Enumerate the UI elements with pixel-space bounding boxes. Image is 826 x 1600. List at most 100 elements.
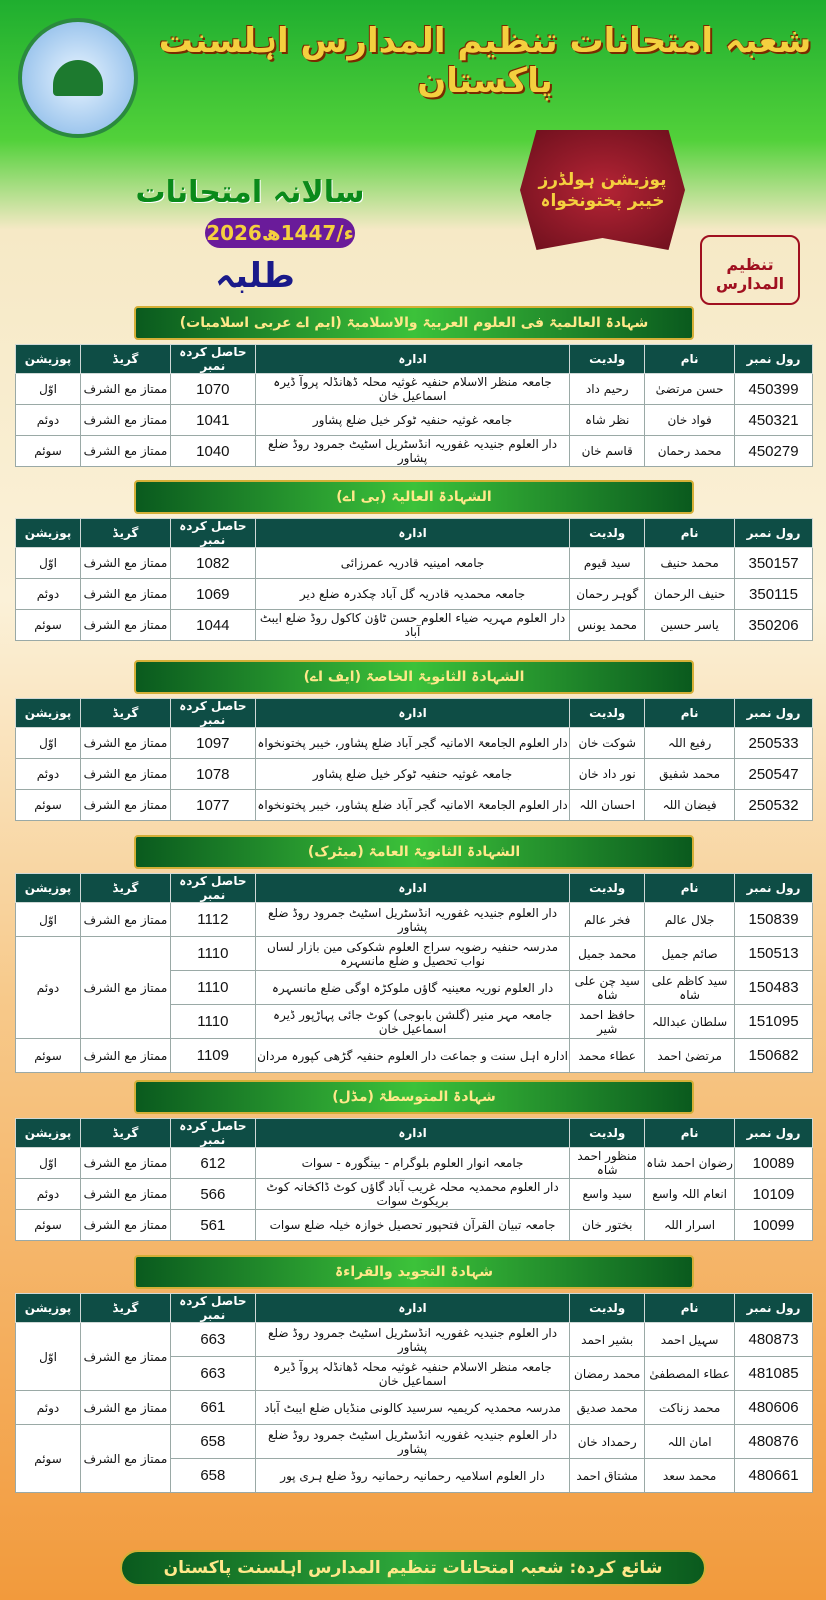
position: سوئم xyxy=(14,1424,82,1493)
father-name: گوہر رحمان xyxy=(569,578,646,610)
marks: 1110 xyxy=(169,936,256,971)
marks: 1109 xyxy=(169,1038,256,1073)
table-row: 450321 فواد خان نظر شاہ جامعہ غوثیہ حنفیہ ٹ… xyxy=(14,404,813,436)
seal-logo: تنظیم المدارس xyxy=(700,235,800,305)
roll-number: 10109 xyxy=(734,1178,813,1210)
grade: ممتاز مع الشرف xyxy=(80,435,171,467)
column-header: نام xyxy=(644,1293,736,1323)
results-section: شہادۃ التجوید والقراءۃ رول نمبر نام ولدیت اد… xyxy=(14,1255,813,1493)
marks: 1097 xyxy=(169,727,256,759)
roll-number: 151095 xyxy=(734,1004,813,1039)
grade: ممتاز مع الشرف xyxy=(80,758,171,790)
column-header: ادارہ xyxy=(254,344,571,374)
column-header: ولدیت xyxy=(569,1118,646,1148)
student-name: امان اللہ xyxy=(644,1424,736,1459)
student-name: حنیف الرحمان xyxy=(644,578,736,610)
column-header: حاصل کردہ نمبر xyxy=(169,1118,256,1148)
student-name: رضوان احمد شاہ xyxy=(644,1147,736,1179)
table-row: 480876 امان اللہ رحمداد خان دار العلوم جنید… xyxy=(14,1424,813,1493)
father-name: حافظ احمد شیر xyxy=(569,1004,646,1039)
column-header: حاصل کردہ نمبر xyxy=(169,873,256,903)
results-table: رول نمبر نام ولدیت ادارہ حاصل کردہ نمبر گریڈ پ… xyxy=(14,344,813,467)
position: اوّل xyxy=(14,373,82,405)
father-name: محمد رمضان xyxy=(569,1356,646,1391)
position: اوّل xyxy=(14,1322,82,1391)
institution: جامعہ منظر الاسلام حنفیہ غوثیہ محلہ ڈھان… xyxy=(254,373,571,405)
institution: جامعہ منظر الاسلام حنفیہ غوثیہ محلہ ڈھان… xyxy=(254,1356,571,1391)
column-header: نام xyxy=(644,698,736,728)
roll-number: 150513 xyxy=(734,936,813,971)
category-label: طلبہ xyxy=(215,256,295,296)
column-header: نام xyxy=(644,518,736,548)
results-section: شہادۃ العالمیۃ فی العلوم العربیۃ والاسلا… xyxy=(14,306,813,467)
results-section: شہادۃ المتوسطۃ (مڈل) رول نمبر نام ولدیت ادار… xyxy=(15,1080,813,1241)
column-header: نام xyxy=(644,1118,736,1148)
results-section: الشہادۃ العالیۃ (بی اے) رول نمبر نام ولدیت ا… xyxy=(14,480,813,641)
results-table: رول نمبر نام ولدیت ادارہ حاصل کردہ نمبر گریڈ پ… xyxy=(14,518,813,641)
grade: ممتاز مع الشرف xyxy=(80,1390,171,1425)
student-name: محمد رحمان xyxy=(644,435,736,467)
student-name: اسرار اللہ xyxy=(644,1209,736,1241)
section-banner: الشہادۃ الثانویۃ الخاصۃ (ایف اے) xyxy=(134,660,694,694)
roll-number: 250533 xyxy=(734,727,813,759)
father-name: منظور احمد شاہ xyxy=(569,1147,646,1179)
table-row: 481085 عطاء المصطفیٰ محمد رمضان جامعہ منظر … xyxy=(16,1356,813,1391)
grade: ممتاز مع الشرف xyxy=(80,789,171,821)
position: دوئم xyxy=(14,578,82,610)
marks: 1078 xyxy=(169,758,256,790)
institution: دار العلوم محمدیہ محلہ غریب آباد گاؤں کو… xyxy=(254,1178,571,1210)
badge-line1: پوزیشن ہولڈرز xyxy=(538,170,667,190)
position: سوئم xyxy=(15,1209,81,1241)
column-header: رول نمبر xyxy=(734,698,813,728)
student-name: محمد زناکت xyxy=(644,1390,736,1425)
table-row: 250547 محمد شفیق نور داد خان جامعہ غوثیہ حن… xyxy=(14,758,813,790)
father-name: عطاء محمد xyxy=(569,1038,646,1073)
results-section: الشہادۃ الثانویۃ العامۃ (میٹرک) رول نمبر ن… xyxy=(14,835,813,1073)
table-row: 450399 حسن مرتضیٰ رحیم داد جامعہ منظر الاسل… xyxy=(14,373,813,405)
footer-banner: شائع کردہ: شعبہ امتحانات تنظیم المدارس ا… xyxy=(120,1550,706,1586)
student-name: عطاء المصطفیٰ xyxy=(644,1356,736,1391)
column-header: حاصل کردہ نمبر xyxy=(169,518,256,548)
table-row: 10109 انعام اللہ واسع سید واسع دار العلوم م… xyxy=(15,1178,813,1210)
marks: 1044 xyxy=(169,609,256,641)
grade: ممتاز مع الشرف xyxy=(80,1038,171,1073)
grade: ممتاز مع الشرف xyxy=(80,547,171,579)
roll-number: 250547 xyxy=(734,758,813,790)
roll-number: 480606 xyxy=(734,1390,813,1425)
roll-number: 10089 xyxy=(734,1147,813,1179)
exam-title: سالانہ امتحانات xyxy=(135,175,365,210)
institution: دار العلوم الجامعۃ الامانیہ گجر آباد ضلع… xyxy=(254,789,571,821)
institution: دار العلوم مہریہ ضیاء العلوم حسن ٹاؤن کا… xyxy=(254,609,571,641)
column-header: ولدیت xyxy=(569,698,646,728)
table-header: رول نمبر نام ولدیت ادارہ حاصل کردہ نمبر گریڈ پ… xyxy=(14,344,813,374)
position: سوئم xyxy=(14,1038,82,1073)
table-row: 150682 مرتضیٰ احمد عطاء محمد ادارہ اہل سنت … xyxy=(14,1038,813,1073)
position: اوّل xyxy=(15,1147,81,1179)
table-header: رول نمبر نام ولدیت ادارہ حاصل کردہ نمبر گریڈ پ… xyxy=(14,873,813,903)
grade: ممتاز مع الشرف xyxy=(80,902,171,937)
roll-number: 480661 xyxy=(734,1458,813,1493)
institution: مدرسہ حنفیہ رضویہ سراج العلوم شکوکی مین … xyxy=(254,936,571,971)
student-name: انعام اللہ واسع xyxy=(644,1178,736,1210)
column-header: گریڈ xyxy=(80,344,171,374)
father-name: سید واسع xyxy=(569,1178,646,1210)
column-header: حاصل کردہ نمبر xyxy=(169,698,256,728)
column-header: ولدیت xyxy=(569,1293,646,1323)
column-header: نام xyxy=(644,873,736,903)
father-name: سید قیوم xyxy=(569,547,646,579)
section-banner: شہادۃ العالمیۃ فی العلوم العربیۃ والاسلا… xyxy=(134,306,694,340)
institution: جامعہ محمدیہ قادریہ گل آباد چکدرہ ضلع دی… xyxy=(254,578,571,610)
roll-number: 450279 xyxy=(734,435,813,467)
institution: دار العلوم جنیدیہ غفوریہ انڈسٹریل اسٹیٹ … xyxy=(254,902,571,937)
position: دوئم xyxy=(14,1390,82,1425)
student-name: صائم جمیل xyxy=(644,936,736,971)
exam-year: 2026ء/1447ھ xyxy=(205,218,355,248)
student-name: جلال عالم xyxy=(644,902,736,937)
marks: 1069 xyxy=(169,578,256,610)
position: دوئم xyxy=(14,758,82,790)
column-header: پوزیشن xyxy=(15,1118,81,1148)
results-table: رول نمبر نام ولدیت ادارہ حاصل کردہ نمبر گریڈ پ… xyxy=(14,873,813,1073)
student-name: رفیع اللہ xyxy=(644,727,736,759)
institution: دار العلوم جنیدیہ غفوریہ انڈسٹریل اسٹیٹ … xyxy=(254,1322,571,1357)
institution: مدرسہ محمدیہ کریمیہ سرسید کالونی منڈیاں … xyxy=(254,1390,571,1425)
